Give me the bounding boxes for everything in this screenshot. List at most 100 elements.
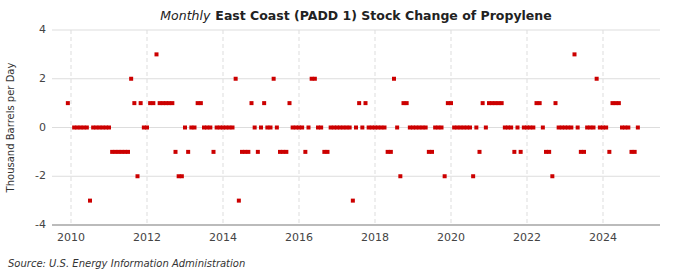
- point: [531, 126, 535, 130]
- point: [66, 101, 70, 105]
- point: [170, 101, 174, 105]
- point: [288, 101, 292, 105]
- point: [262, 101, 266, 105]
- point: [360, 126, 364, 130]
- point: [516, 126, 520, 130]
- point: [319, 126, 323, 130]
- x-tick-label: 2014: [209, 231, 237, 244]
- point: [449, 101, 453, 105]
- point: [307, 126, 311, 130]
- point: [607, 150, 611, 154]
- point: [440, 126, 444, 130]
- point: [519, 150, 523, 154]
- point: [633, 150, 637, 154]
- title: East Coast (PADD 1) Stock Change of Prop…: [215, 8, 551, 23]
- point: [576, 126, 580, 130]
- point: [256, 150, 260, 154]
- y-grid-line: [52, 30, 660, 31]
- point: [398, 174, 402, 178]
- point: [383, 126, 387, 130]
- point: [313, 77, 317, 81]
- point: [617, 101, 621, 105]
- source-note: Source: U.S. Energy Information Administ…: [8, 258, 245, 269]
- y-grid-line: [52, 176, 660, 177]
- x-tick-label: 2010: [57, 231, 85, 244]
- point: [199, 101, 203, 105]
- point: [626, 126, 630, 130]
- point: [300, 126, 304, 130]
- point: [234, 77, 238, 81]
- x-tick-label: 2018: [361, 231, 389, 244]
- point: [468, 126, 472, 130]
- point: [573, 52, 577, 56]
- point: [180, 174, 184, 178]
- x-tick-label: 2016: [285, 231, 313, 244]
- title-line: MonthlyEast Coast (PADD 1) Stock Change …: [160, 8, 551, 23]
- x-tick-label: 2012: [133, 231, 161, 244]
- x-tick-label: 2020: [437, 231, 465, 244]
- y-tick-label: 0: [39, 121, 46, 134]
- y-axis-label: Thousand Barrels per Day: [5, 63, 16, 194]
- point: [145, 126, 149, 130]
- point: [326, 150, 330, 154]
- point: [484, 126, 488, 130]
- point: [395, 126, 399, 130]
- point: [430, 150, 434, 154]
- point: [237, 199, 241, 203]
- point: [208, 126, 212, 130]
- point: [139, 101, 143, 105]
- point: [174, 150, 178, 154]
- point: [389, 150, 393, 154]
- point: [272, 77, 276, 81]
- point: [392, 77, 396, 81]
- point: [269, 126, 273, 130]
- point: [259, 126, 263, 130]
- point: [186, 150, 190, 154]
- point: [541, 126, 545, 130]
- point: [246, 150, 250, 154]
- x-axis-line: [52, 225, 660, 226]
- point: [471, 174, 475, 178]
- point: [512, 150, 516, 154]
- point: [253, 126, 257, 130]
- x-grid-line: [71, 30, 72, 225]
- point: [547, 150, 551, 154]
- point: [107, 126, 111, 130]
- point: [193, 126, 197, 130]
- point: [443, 174, 447, 178]
- y-grid-line: [52, 78, 660, 79]
- point: [554, 101, 558, 105]
- point: [592, 126, 596, 130]
- point: [126, 150, 130, 154]
- point: [509, 126, 513, 130]
- chart: -4-202420102012201420162018202020222024T…: [0, 0, 675, 275]
- y-tick-label: -2: [35, 169, 46, 182]
- point: [604, 126, 608, 130]
- point: [550, 174, 554, 178]
- point: [569, 126, 573, 130]
- point: [132, 101, 136, 105]
- point: [88, 199, 92, 203]
- point: [357, 101, 361, 105]
- point: [500, 101, 504, 105]
- point: [303, 150, 307, 154]
- x-grid-line: [451, 30, 452, 225]
- y-tick-label: -4: [35, 218, 46, 231]
- point: [595, 77, 599, 81]
- point: [582, 150, 586, 154]
- point: [183, 126, 187, 130]
- point: [636, 126, 640, 130]
- point: [155, 52, 159, 56]
- point: [348, 126, 352, 130]
- y-tick-label: 4: [39, 23, 46, 36]
- point: [364, 101, 368, 105]
- point: [129, 77, 133, 81]
- point: [474, 126, 478, 130]
- grid: [52, 30, 660, 225]
- y-grid-line: [52, 225, 660, 226]
- point: [85, 126, 89, 130]
- point: [151, 101, 155, 105]
- point: [354, 126, 358, 130]
- point: [538, 101, 542, 105]
- y-tick-label: 2: [39, 72, 46, 85]
